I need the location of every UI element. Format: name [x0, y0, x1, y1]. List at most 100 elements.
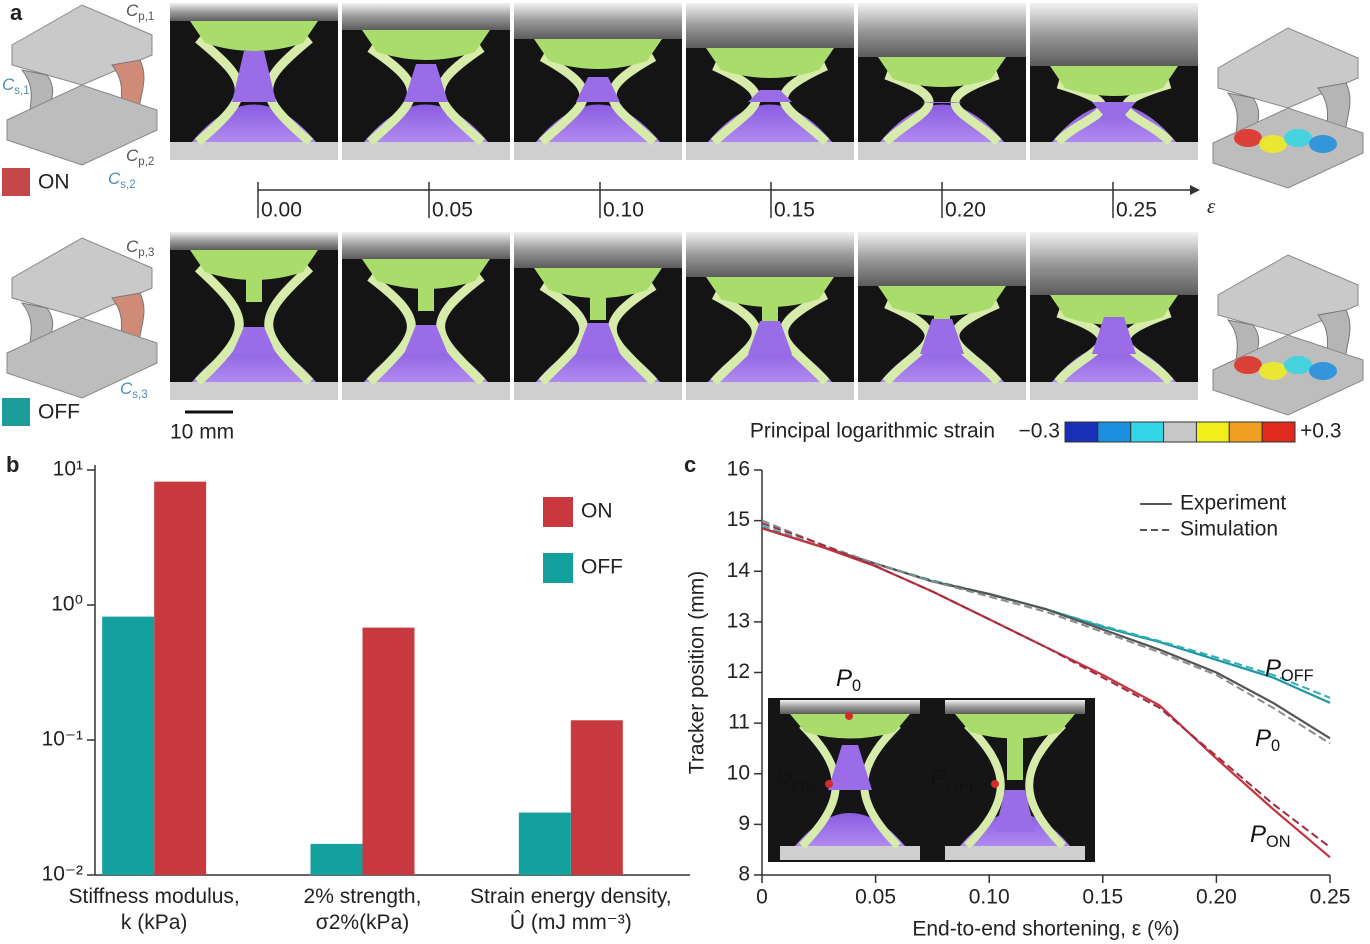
green-leg — [436, 273, 486, 386]
schematic — [6, 317, 158, 399]
label-subscript: p,1 — [138, 11, 154, 23]
contact-label: Cs,2 — [108, 169, 136, 191]
green-leg — [538, 282, 589, 386]
label-subscript: s,2 — [120, 179, 135, 191]
contact-label: Cs,1 — [2, 75, 30, 97]
x-tick-label: 0.10 — [969, 886, 1010, 909]
purple-cone — [1052, 344, 1176, 382]
inset-cap — [790, 714, 910, 739]
label-subscript: ON — [1266, 834, 1290, 852]
base-plate — [858, 142, 1026, 160]
base-plate — [514, 382, 682, 400]
green-stem — [418, 281, 434, 311]
state-label: ON — [38, 171, 70, 194]
x-tick-label: 0.15 — [1082, 886, 1123, 909]
purple-tip — [404, 325, 448, 354]
scale-bar-label: 10 mm — [170, 421, 234, 444]
green-cap — [706, 48, 834, 78]
label-subscript: p,2 — [138, 156, 154, 168]
bar — [518, 812, 571, 875]
bar — [310, 843, 363, 875]
green-stem — [246, 272, 262, 302]
green-cap — [190, 250, 318, 280]
strain-patch — [1309, 362, 1337, 380]
panel-label: c — [684, 452, 696, 477]
green-stem — [590, 290, 606, 320]
x-axis-label: End-to-end shortening, ε (%) — [912, 918, 1179, 941]
green-cap — [706, 277, 834, 307]
inset-base — [945, 846, 1085, 860]
strain-tick-label: 0.10 — [603, 199, 644, 222]
press-plate — [858, 3, 1026, 57]
label-symbol: P — [1250, 821, 1266, 848]
press-plate — [686, 3, 854, 48]
inset-cap — [955, 714, 1075, 739]
press-plate — [514, 3, 682, 39]
state-swatch — [2, 398, 30, 426]
x-tick-label: Stiffness modulus, k (kPa) — [68, 885, 240, 934]
x-tick-label: 0.20 — [1196, 886, 1237, 909]
purple-tip — [232, 51, 276, 102]
strain-patch — [1284, 356, 1312, 374]
green-leg — [779, 61, 830, 146]
panel-label: b — [6, 452, 19, 477]
label-symbol: P — [1255, 725, 1271, 752]
x-tick-label: Strain energy density, Û (mJ mm⁻³) — [470, 885, 672, 934]
green-cap — [362, 30, 490, 60]
base-plate — [858, 382, 1026, 400]
colorbar-title: Principal logarithmic strain — [750, 420, 995, 443]
tracker-dot — [825, 780, 833, 788]
green-leg — [710, 61, 761, 146]
strain-tick-label: 0.00 — [261, 199, 302, 222]
schematic — [6, 84, 158, 166]
series-end-label: PON — [1250, 821, 1290, 851]
inset-leg — [964, 722, 1005, 849]
label-symbol: P — [836, 665, 852, 692]
press-plate — [514, 232, 682, 268]
colorbar-cell — [1130, 421, 1165, 443]
inset-base — [780, 846, 920, 860]
label-subscript: OFF — [1281, 668, 1314, 686]
contact-label: Cp,3 — [126, 237, 154, 259]
bar — [362, 627, 415, 875]
y-tick-label: 10⁻² — [42, 863, 83, 886]
schematic — [1212, 107, 1364, 189]
y-tick-label: 13 — [727, 609, 750, 632]
label-symbol: C — [126, 237, 139, 256]
purple-tip — [576, 77, 620, 102]
base-plate — [342, 382, 510, 400]
legend-label: Experiment — [1180, 492, 1286, 515]
press-plate — [170, 232, 338, 250]
purple-tip — [576, 323, 620, 354]
base-plate — [686, 382, 854, 400]
purple-tip — [920, 102, 964, 103]
label-symbol: C — [120, 379, 133, 398]
series-end-label: POFF — [1265, 655, 1314, 685]
y-tick-label: 14 — [727, 559, 751, 582]
press-plate — [342, 3, 510, 30]
strain-patch — [1309, 135, 1337, 153]
strain-patch — [1234, 356, 1262, 374]
base-plate — [686, 142, 854, 160]
label-subscript: OFF — [946, 778, 979, 796]
series-end-label: P0 — [1255, 725, 1280, 755]
strain-tick-label: 0.20 — [945, 199, 986, 222]
green-leg — [366, 273, 416, 386]
inset-stem — [1007, 732, 1023, 780]
schematic — [1212, 334, 1364, 416]
label-symbol: C — [108, 169, 121, 188]
y-tick-label: 8 — [738, 863, 750, 886]
label-symbol: P — [776, 767, 792, 794]
press-plate — [686, 232, 854, 277]
purple-tip — [404, 64, 448, 102]
inset-tip — [995, 790, 1035, 832]
contact-label: Cs,3 — [120, 379, 148, 401]
y-tick-label: 10⁻¹ — [42, 728, 83, 751]
purple-tip — [1092, 102, 1136, 116]
green-cap — [1050, 66, 1178, 96]
legend-swatch — [543, 497, 573, 527]
strain-tick-label: 0.05 — [432, 199, 473, 222]
label-symbol: C — [126, 146, 139, 165]
